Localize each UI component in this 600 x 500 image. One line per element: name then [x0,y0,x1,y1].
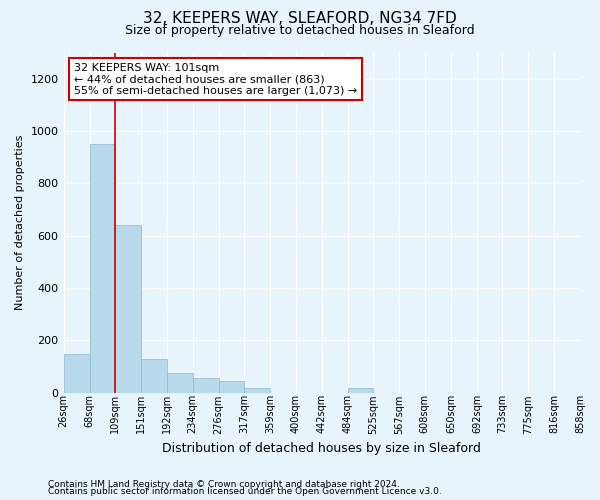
Bar [219,381,244,393]
Text: Contains public sector information licensed under the Open Government Licence v3: Contains public sector information licen… [48,487,442,496]
Y-axis label: Number of detached properties: Number of detached properties [15,135,25,310]
Text: Size of property relative to detached houses in Sleaford: Size of property relative to detached ho… [125,24,475,37]
Bar [64,354,89,393]
Bar [89,144,115,393]
Bar [193,378,219,393]
Bar [115,226,141,393]
Text: 32 KEEPERS WAY: 101sqm
← 44% of detached houses are smaller (863)
55% of semi-de: 32 KEEPERS WAY: 101sqm ← 44% of detached… [74,62,357,96]
X-axis label: Distribution of detached houses by size in Sleaford: Distribution of detached houses by size … [163,442,481,455]
Bar [348,388,373,393]
Bar [244,388,270,393]
Text: 32, KEEPERS WAY, SLEAFORD, NG34 7FD: 32, KEEPERS WAY, SLEAFORD, NG34 7FD [143,11,457,26]
Bar [167,373,193,393]
Text: Contains HM Land Registry data © Crown copyright and database right 2024.: Contains HM Land Registry data © Crown c… [48,480,400,489]
Bar [141,359,167,393]
